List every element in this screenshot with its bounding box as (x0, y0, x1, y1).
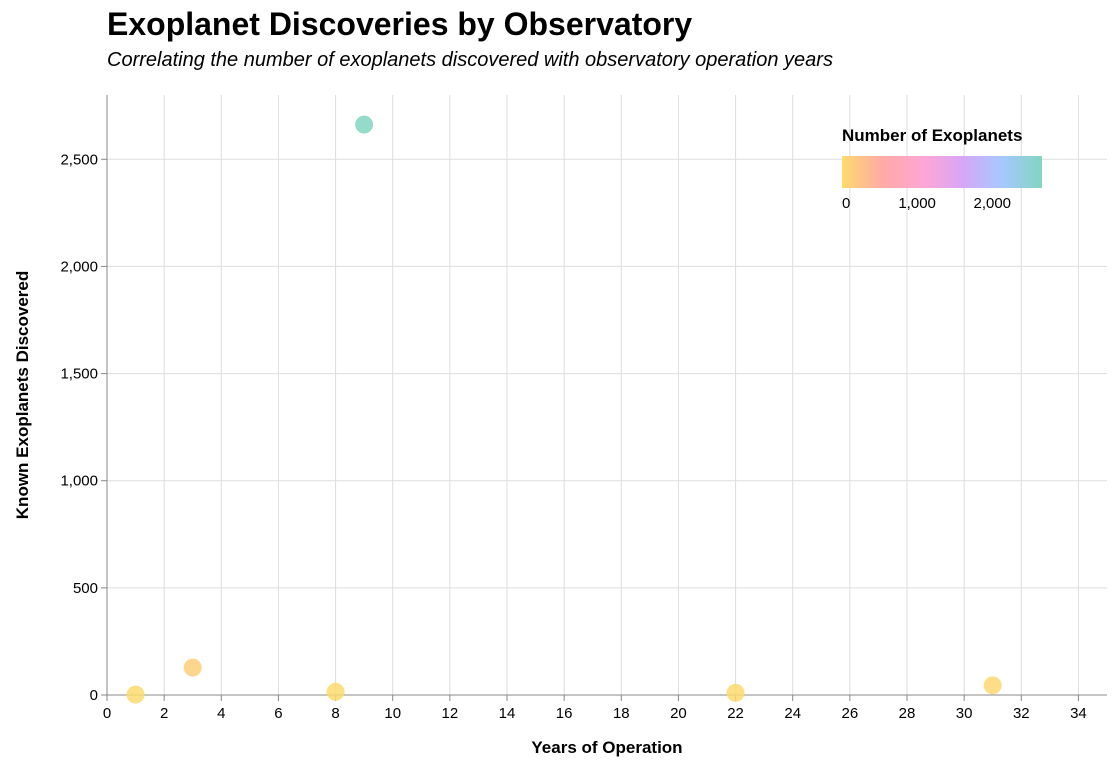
x-axis-title: Years of Operation (531, 738, 682, 757)
x-tick-label: 20 (670, 705, 687, 722)
color-legend: Number of Exoplanets 0 1,000 2,000 (842, 126, 1042, 212)
x-tick-label: 4 (217, 705, 225, 722)
x-tick-label: 6 (274, 705, 282, 722)
x-tick-label: 24 (784, 705, 801, 722)
x-tick-label: 0 (103, 705, 111, 722)
x-tick-label: 28 (899, 705, 916, 722)
legend-tick-label: 1,000 (898, 195, 936, 212)
x-tick-label: 12 (442, 705, 459, 722)
y-tick-label: 500 (73, 580, 98, 597)
data-point (326, 682, 345, 701)
legend-tick-label: 2,000 (973, 195, 1011, 212)
data-point (183, 658, 202, 677)
x-axis: 0 2 4 6 8 10 12 14 16 18 20 22 24 26 28 30 32 34 (103, 695, 1087, 722)
x-tick-label: 34 (1070, 705, 1087, 722)
x-tick-label: 14 (499, 705, 516, 722)
y-tick-label: 1,000 (60, 473, 98, 490)
data-points (126, 115, 1002, 704)
data-point (126, 685, 145, 704)
axes (106, 95, 1107, 696)
x-tick-label: 16 (556, 705, 573, 722)
legend-tick-label: 0 (842, 195, 850, 212)
data-point (983, 676, 1002, 695)
chart-subtitle: Correlating the number of exoplanets dis… (107, 49, 833, 71)
legend-gradient-bar (842, 156, 1042, 188)
y-tick-label: 2,000 (60, 258, 98, 275)
data-point (355, 115, 374, 134)
x-tick-label: 10 (384, 705, 401, 722)
x-tick-label: 8 (331, 705, 339, 722)
x-tick-label: 30 (956, 705, 973, 722)
legend-ticks: 0 1,000 2,000 (842, 195, 1011, 212)
x-tick-label: 22 (727, 705, 744, 722)
x-tick-label: 2 (160, 705, 168, 722)
y-tick-label: 0 (90, 687, 98, 704)
x-tick-label: 26 (842, 705, 859, 722)
y-tick-label: 1,500 (60, 366, 98, 383)
chart-title: Exoplanet Discoveries by Observatory (107, 6, 693, 42)
y-axis-title: Known Exoplanets Discovered (13, 271, 32, 519)
y-axis: 0 500 1,000 1,500 2,000 2,500 (60, 151, 107, 704)
legend-title: Number of Exoplanets (842, 126, 1022, 145)
data-point (726, 683, 745, 702)
x-tick-label: 32 (1013, 705, 1030, 722)
y-tick-label: 2,500 (60, 151, 98, 168)
x-tick-label: 18 (613, 705, 630, 722)
